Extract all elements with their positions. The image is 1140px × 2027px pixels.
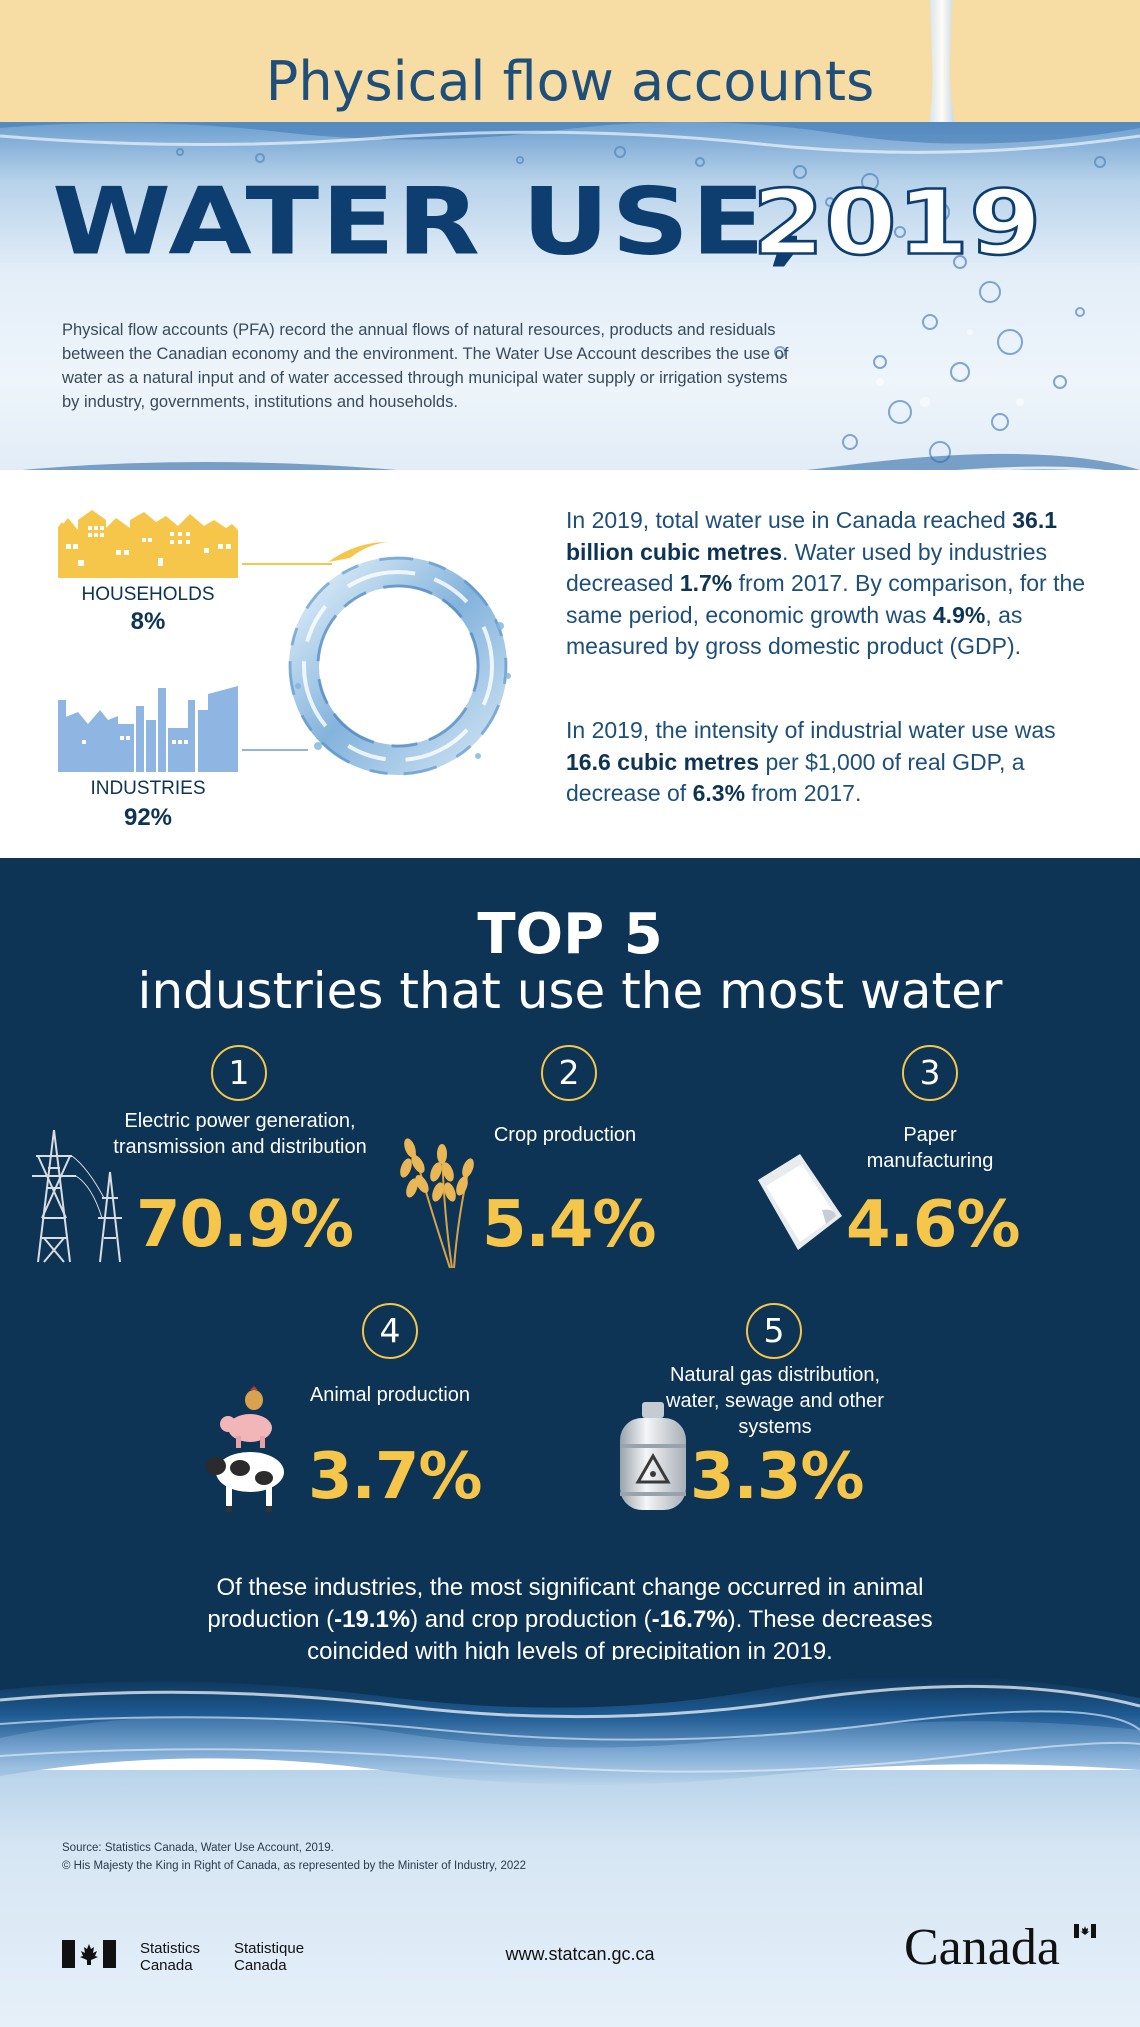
water-pour-icon (928, 0, 956, 130)
total-water-use-paragraph: In 2019, total water use in Canada reach… (566, 507, 1086, 659)
top5-heading: TOP 5 (477, 902, 663, 967)
crop-change-highlight: -16.7% (651, 1606, 728, 1633)
top5-subheading: industries that use the most water (137, 962, 1003, 1020)
industry-value-2: 5.4% (482, 1188, 656, 1262)
gas-tank-icon (620, 1402, 686, 1510)
rank-badge-3: 3 (902, 1045, 958, 1101)
power-tower-icon (32, 1129, 122, 1263)
website-link[interactable]: www.statcan.gc.ca (505, 1944, 655, 1964)
industry-value-5: 3.3% (690, 1440, 864, 1514)
rank-badge-1: 1 (211, 1045, 267, 1101)
intro-paragraph: Physical flow accounts (PFA) record the … (62, 321, 789, 411)
canada-flag-icon (62, 1940, 116, 1968)
statistics-canada-en: Statistics Canada (140, 1940, 201, 1974)
intensity-highlight: 16.6 cubic metres (566, 748, 760, 775)
industry-name-3: Paper manufacturing (866, 1124, 994, 1172)
canada-wordmark: Canada (904, 1919, 1060, 1976)
copyright-note: © His Majesty the King in Right of Canad… (62, 1860, 527, 1872)
animal-change-highlight: -19.1% (334, 1606, 411, 1633)
industries-percent: 92% (123, 804, 173, 831)
water-wave-graphic (0, 1660, 1140, 1785)
footer (0, 1770, 1140, 2027)
closing-statement: Of these industries, the most significan… (207, 1574, 933, 1665)
wheat-icon (400, 1138, 474, 1269)
households-icon (58, 510, 238, 578)
main-title-text: WATER USE, (52, 168, 810, 276)
rank-badge-2: 2 (541, 1045, 597, 1101)
intensity-paragraph: In 2019, the intensity of industrial wat… (566, 717, 1056, 806)
paper-icon (758, 1154, 842, 1250)
intensity-decrease-highlight: 6.3% (692, 780, 746, 806)
industry-name-5: Natural gas distribution, water, sewage … (666, 1364, 884, 1438)
main-title-year: 2019 (750, 169, 1042, 275)
industry-name-2: Crop production (493, 1124, 637, 1146)
industry-name-4: Animal production (309, 1384, 471, 1406)
source-note: Source: Statistics Canada, Water Use Acc… (62, 1842, 334, 1854)
households-label: HOUSEHOLDS (81, 584, 215, 605)
total-volume-highlight: 36.1 billion cubic metres (566, 507, 1058, 565)
gdp-growth-highlight: 4.9% (932, 601, 986, 628)
water-ring-graphic (242, 542, 511, 776)
page-title: Physical flow accounts (265, 50, 875, 113)
main-title: WATER USE, 2019 (52, 168, 1092, 285)
wordmark-flag-icon (1074, 1924, 1096, 1938)
industries-icon (58, 686, 238, 772)
top5-section (0, 858, 1140, 1718)
industry-name-1: Electric power generation, transmission … (113, 1110, 367, 1158)
industries-label: INDUSTRIES (90, 778, 206, 799)
industry-value-4: 3.7% (308, 1440, 482, 1514)
rank-badge-5: 5 (746, 1303, 802, 1359)
statistique-canada-fr: Statistique Canada (234, 1940, 305, 1974)
farm-animals-icon (206, 1386, 284, 1512)
industry-value-1: 70.9% (136, 1188, 354, 1262)
households-percent: 8% (130, 608, 166, 635)
industry-value-3: 4.6% (846, 1188, 1020, 1262)
industry-decrease-highlight: 1.7% (679, 570, 733, 596)
rank-badge-4: 4 (362, 1303, 418, 1359)
